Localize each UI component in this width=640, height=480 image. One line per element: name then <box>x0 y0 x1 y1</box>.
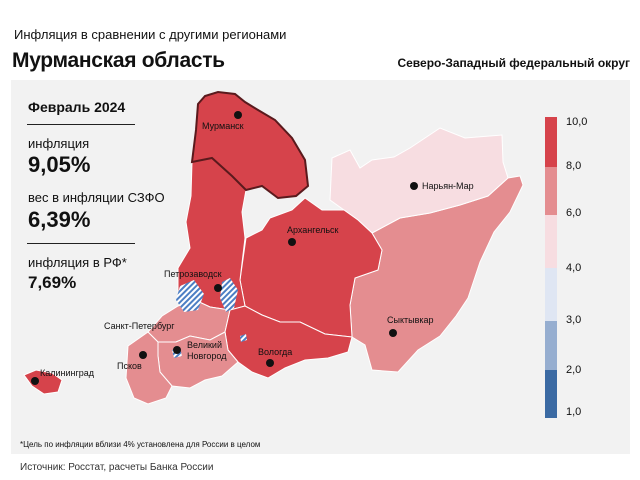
city-marker <box>410 182 418 190</box>
city-label-arkhangelsk: Архангельск <box>287 225 339 235</box>
city-marker <box>31 377 39 385</box>
legend-tick: 4,0 <box>566 262 582 274</box>
chart-subtitle: Инфляция в сравнении с другими регионами <box>14 27 287 42</box>
legend-swatch <box>545 215 557 268</box>
period-label: Февраль 2024 <box>28 99 126 115</box>
legend-tick: 6,0 <box>566 207 582 219</box>
region-kaliningrad <box>23 369 63 395</box>
city-label-spb: Санкт-Петербург <box>104 321 175 331</box>
legend-swatch <box>545 321 557 370</box>
rf-inflation-value: 7,69% <box>28 273 77 292</box>
city-label-vnovgorod-2: Новгород <box>187 351 227 361</box>
divider <box>27 243 135 244</box>
city-label-pskov: Псков <box>117 361 142 371</box>
lake-onega <box>220 278 238 312</box>
lake-ladoga <box>176 280 204 312</box>
legend-tick: 1,0 <box>566 406 582 418</box>
region-pskov <box>125 331 173 405</box>
inflation-value: 9,05% <box>28 152 91 177</box>
lake-beloye <box>240 334 247 342</box>
region-vologda <box>224 305 353 379</box>
city-label-vologda: Вологда <box>258 347 292 357</box>
source-note: Источник: Росстат, расчеты Банка России <box>20 462 214 473</box>
district-title: Северо-Западный федеральный округ <box>397 56 630 70</box>
city-marker <box>139 351 147 359</box>
city-marker <box>173 346 181 354</box>
city-marker <box>389 329 397 337</box>
legend-swatch <box>545 370 557 418</box>
legend-swatch <box>545 167 557 215</box>
city-label-kaliningrad: Калининград <box>40 368 95 378</box>
city-marker <box>288 238 296 246</box>
divider <box>27 124 135 125</box>
rf-inflation-label: инфляция в РФ* <box>28 255 127 270</box>
legend-tick: 8,0 <box>566 160 582 172</box>
city-marker <box>266 359 274 367</box>
legend-swatch <box>545 117 557 167</box>
city-label-vnovgorod-1: Великий <box>187 340 222 350</box>
legend-tick: 3,0 <box>566 314 582 326</box>
weight-value: 6,39% <box>28 207 91 232</box>
city-label-petrozavodsk: Петрозаводск <box>164 269 222 279</box>
city-label-syktyvkar: Сыктывкар <box>387 315 434 325</box>
legend-swatch <box>545 268 557 321</box>
city-marker <box>234 111 242 119</box>
weight-label: вес в инфляции СЗФО <box>28 190 165 205</box>
city-marker <box>214 284 222 292</box>
inflation-label: инфляция <box>28 136 90 151</box>
legend-tick: 10,0 <box>566 116 588 128</box>
footnote: *Цель по инфляции вблизи 4% установлена … <box>20 440 261 449</box>
legend-tick: 2,0 <box>566 364 582 376</box>
city-label-murmansk: Мурманск <box>202 121 244 131</box>
region-murmansk <box>190 90 310 200</box>
region-title: Мурманская область <box>12 49 225 72</box>
city-label-naryan-mar: Нарьян-Мар <box>422 181 474 191</box>
